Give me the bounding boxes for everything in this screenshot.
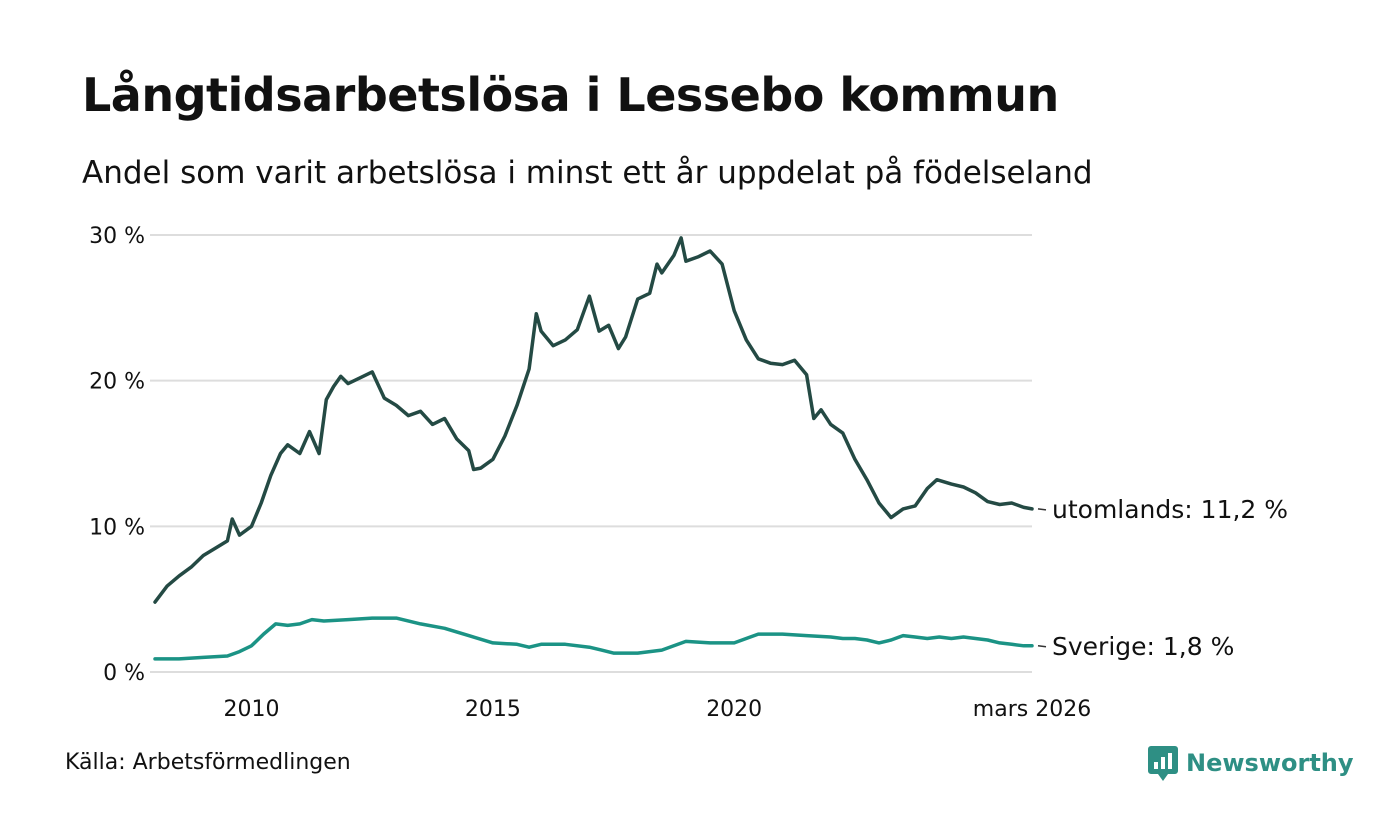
y-tick-label-0: 0 % (103, 661, 145, 686)
x-tick-label-3: mars 2026 (973, 697, 1091, 722)
y-tick-label-10: 10 % (89, 515, 145, 540)
x-tick-label-1: 2015 (465, 697, 521, 722)
end-label-connector-utomlands (1037, 508, 1047, 511)
chart-title: Långtidsarbetslösa i Lessebo kommun (82, 68, 1059, 122)
end-label-connector-sverige (1037, 645, 1047, 648)
brand-name: Newsworthy (1186, 749, 1354, 777)
source-note: Källa: Arbetsförmedlingen (65, 750, 351, 775)
x-tick-label-2: 2020 (706, 697, 762, 722)
newsworthy-logo-icon (1148, 746, 1178, 781)
end-label-utomlands: utomlands: 11,2 % (1052, 495, 1288, 524)
end-label-sverige: Sverige: 1,8 % (1052, 632, 1234, 661)
brand-logo: Newsworthy (1148, 743, 1354, 783)
chart-subtitle: Andel som varit arbetslösa i minst ett å… (82, 155, 1093, 191)
y-tick-label-20: 20 % (89, 370, 145, 395)
y-tick-label-30: 30 % (89, 224, 145, 249)
series-line-utomlands (153, 236, 1034, 604)
series-line-sverige (153, 616, 1034, 661)
x-tick-label-0: 2010 (224, 697, 280, 722)
